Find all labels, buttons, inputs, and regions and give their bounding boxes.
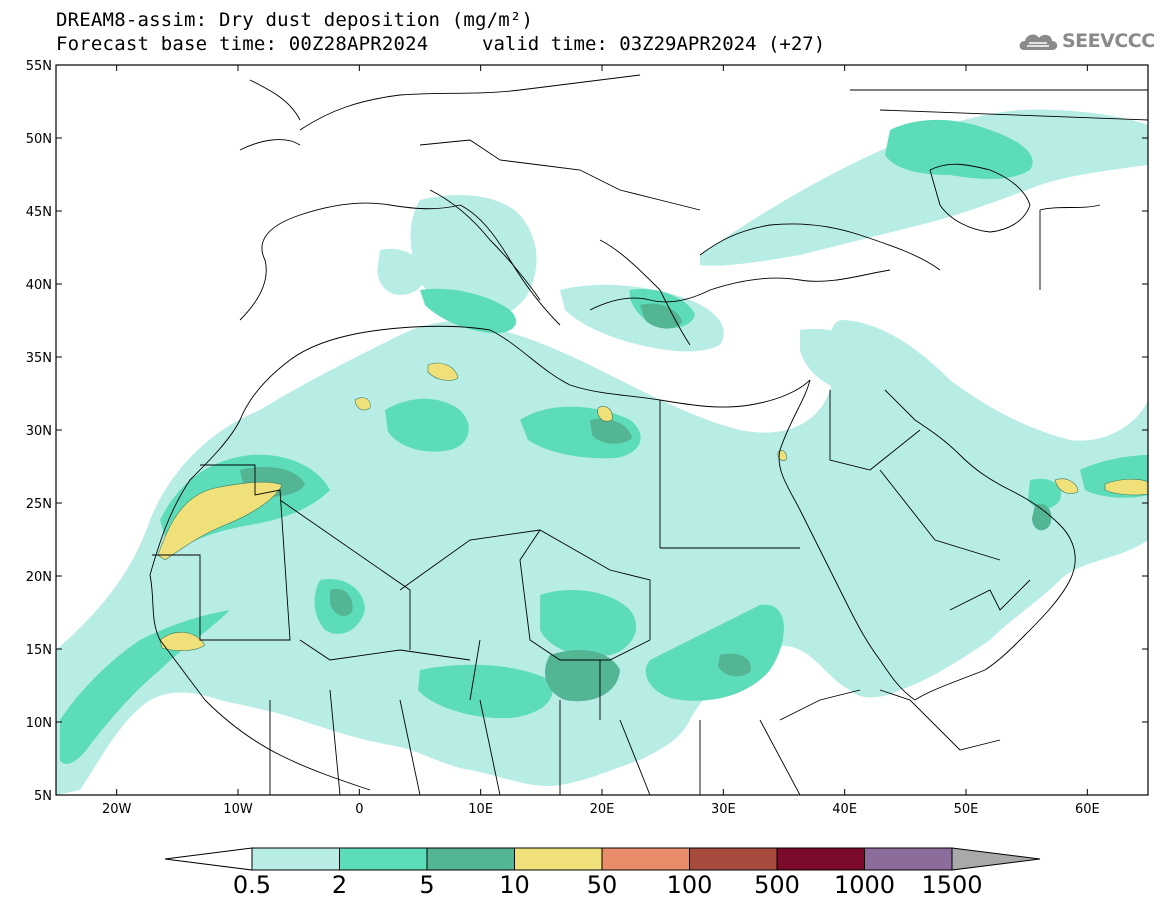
- lat-tick-label: 35N: [26, 351, 52, 366]
- lat-tick-label: 40N: [26, 278, 52, 293]
- deposition-level-10-50: [157, 362, 1148, 651]
- latitude-axis: 55N 50N 45N 40N 35N 30N 25N 20N 15N 10N 5N: [26, 59, 1148, 804]
- deposition-level-5-10: [240, 303, 1052, 702]
- cloud-logo-icon: [1019, 34, 1058, 50]
- lon-tick-label: 10E: [468, 802, 493, 817]
- lon-tick-label: 60E: [1075, 802, 1100, 817]
- logo-text: SEEVCCC: [1062, 30, 1155, 52]
- map-title: DREAM8-assim: Dry dust deposition (mg/m²…: [56, 9, 534, 31]
- lat-tick-label: 50N: [26, 132, 52, 147]
- valid-time: valid time: 03Z29APR2024 (+27): [482, 33, 826, 55]
- deposition-level-0.5-2: [56, 109, 1148, 795]
- lat-tick-label: 5N: [34, 789, 52, 804]
- lat-tick-label: 30N: [26, 424, 52, 439]
- lon-tick-label: 20E: [590, 802, 615, 817]
- lat-tick-label: 20N: [26, 570, 52, 585]
- lon-tick-label: 50E: [954, 802, 979, 817]
- lat-tick-label: 15N: [26, 643, 52, 658]
- coastlines-and-borders: [149, 74, 1148, 795]
- lon-tick-label: 20W: [102, 802, 132, 817]
- lat-tick-label: 45N: [26, 205, 52, 220]
- lon-tick-label: 0: [355, 802, 363, 817]
- deposition-fields: [56, 109, 1148, 795]
- lon-tick-label: 40E: [832, 802, 857, 817]
- lat-tick-label: 10N: [26, 716, 52, 731]
- lon-tick-label: 10W: [223, 802, 253, 817]
- lat-tick-label: 25N: [26, 497, 52, 512]
- lat-tick-label: 55N: [26, 59, 52, 74]
- forecast-base-time: Forecast base time: 00Z28APR2024: [56, 33, 429, 55]
- lon-tick-label: 30E: [711, 802, 736, 817]
- longitude-axis: 20W 10W 0 10E 20E 30E 40E 50E 60E: [102, 65, 1100, 817]
